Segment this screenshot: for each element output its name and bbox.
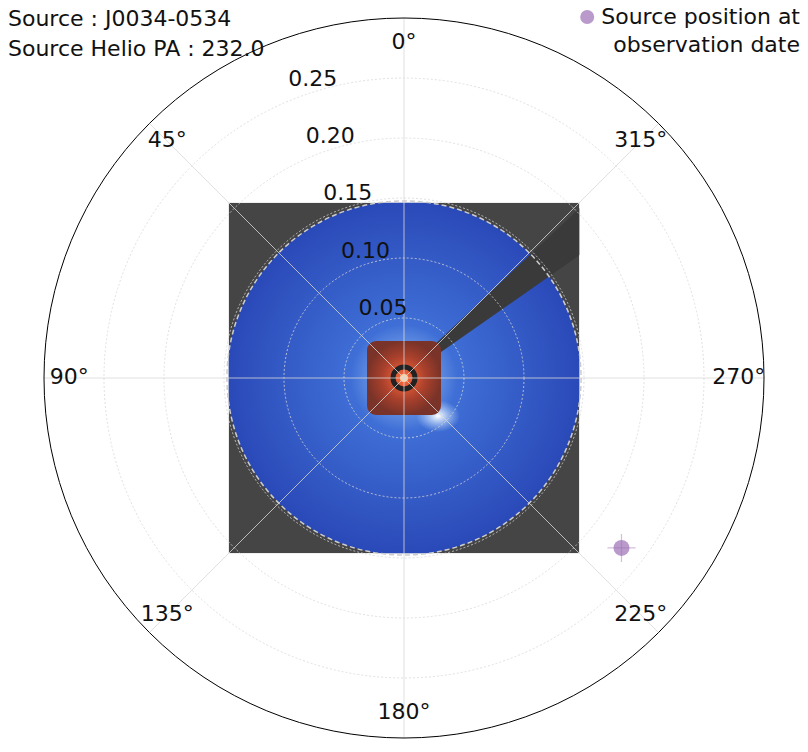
annotation: Source Helio PA : 232.0 [8, 36, 265, 61]
theta-tick-label: 90° [50, 364, 89, 389]
theta-grid-line [44, 378, 404, 379]
data-point [613, 540, 629, 556]
data-point-group [607, 534, 635, 562]
polar-frame [44, 18, 764, 738]
theta-grid-line [404, 123, 659, 378]
theta-grid-line [149, 378, 404, 633]
theta-tick-labels: 0° 45° 90° 135° 180° 225° 270° 315° [50, 29, 766, 724]
theta-grid-line [404, 18, 405, 378]
r-tick-label: 0.25 [288, 66, 337, 91]
legend-label: Source position at observation date [601, 4, 800, 57]
r-tick-label: 0.10 [341, 238, 390, 263]
legend: Source position at observation date [580, 4, 800, 57]
r-tick-label: 0.15 [323, 180, 372, 205]
r-tick-label: 0.20 [306, 123, 355, 148]
theta-tick-label: 270° [712, 364, 765, 389]
theta-tick-label: 45° [148, 127, 187, 152]
annotation: Source : J0034-0534 [8, 6, 231, 31]
grid [44, 18, 764, 738]
theta-grid-line [404, 378, 764, 379]
legend-label-line: Source position at [601, 4, 800, 29]
legend-label-line: observation date [613, 32, 800, 57]
theta-tick-label: 180° [378, 699, 431, 724]
theta-grid-line [404, 378, 659, 633]
theta-tick-label: 315° [614, 127, 667, 152]
plot-area [607, 534, 635, 562]
theta-tick-label: 135° [141, 601, 194, 626]
theta-tick-label: 225° [614, 601, 667, 626]
theta-tick-label: 0° [392, 29, 417, 54]
r-tick-label: 0.05 [358, 295, 407, 320]
annotations: Source : J0034-0534 Source Helio PA : 232… [8, 6, 265, 61]
theta-grid-line [404, 378, 405, 738]
image-pylon [431, 203, 580, 355]
theta-grid-line [149, 123, 404, 378]
chart: 0.05 0.10 0.15 0.20 0.25 0° 45° 90° 135° 180° 225°… [0, 0, 808, 752]
legend-marker [580, 10, 594, 24]
r-tick-labels: 0.05 0.10 0.15 0.20 0.25 [288, 66, 407, 321]
